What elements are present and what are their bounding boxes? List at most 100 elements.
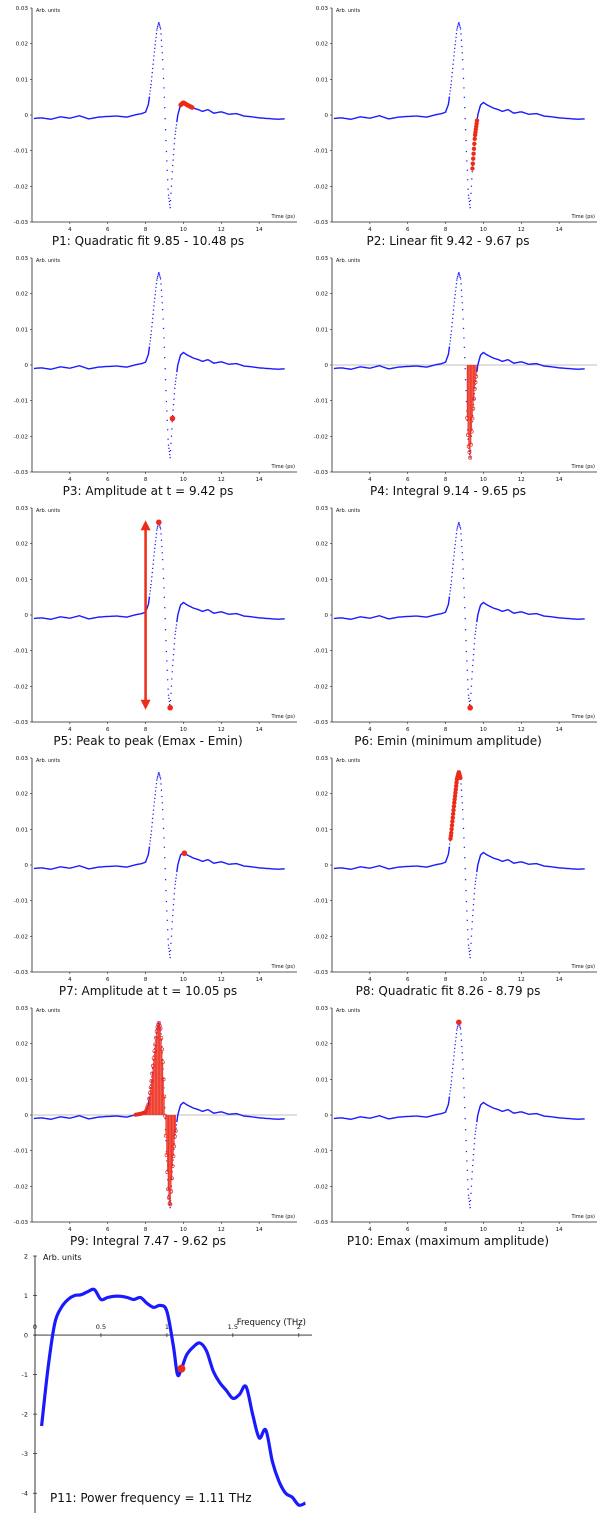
y-tick-label: 0: [25, 363, 29, 369]
trace-dot: [467, 688, 469, 690]
trace-dot: [461, 308, 464, 311]
trace-dot: [167, 194, 170, 196]
fit-point: [452, 797, 457, 802]
trace-dot: [162, 818, 164, 820]
y-tick-label: 0.03: [316, 506, 329, 512]
fit-point: [472, 136, 477, 142]
trace-dot: [453, 1051, 456, 1053]
trace-dot: [163, 596, 166, 599]
trace-dot: [156, 777, 158, 779]
trace-dot: [161, 58, 164, 61]
trace-dot: [471, 921, 473, 923]
y-tick-label: -0.01: [14, 399, 28, 405]
trace-dot: [459, 25, 461, 27]
trace-left: [33, 597, 151, 621]
trace-dot: [459, 26, 461, 29]
trace-dot: [452, 313, 454, 315]
trace-dot: [148, 596, 151, 598]
x-tick-label: 8: [444, 977, 448, 983]
trace-dot: [465, 139, 467, 142]
x-tick-label: 12: [518, 227, 525, 233]
trace-dot: [160, 33, 162, 35]
trace-dot: [464, 107, 466, 109]
y-tick-label: -0.01: [314, 1149, 328, 1155]
trace-dot: [166, 160, 168, 162]
fit-point: [470, 161, 476, 166]
trace-dot: [466, 919, 468, 922]
trace-dot: [175, 124, 178, 126]
y-axis-label: Arb. units: [336, 8, 361, 14]
trace-dot: [166, 169, 168, 172]
trace-dot: [164, 107, 166, 109]
trace-dot: [473, 898, 475, 900]
trace-dot: [464, 128, 467, 131]
x-tick-label: 14: [556, 977, 563, 983]
x-axis-label: Frequency (THz): [237, 1318, 306, 1328]
trace-dot: [455, 1033, 458, 1035]
fit-point: [474, 118, 480, 123]
trace-dot: [466, 160, 468, 162]
trace-dot: [150, 830, 153, 832]
trace-dot: [151, 826, 153, 828]
trace-dot: [462, 577, 465, 580]
trace-dot: [470, 1185, 473, 1187]
fit-point: [449, 823, 455, 828]
trace-dot: [460, 533, 462, 535]
y-tick-label: -0.02: [314, 434, 328, 440]
trace-dot: [149, 837, 152, 839]
trace-dot: [454, 547, 456, 550]
x-tick-label: 10: [480, 477, 487, 483]
trace-dot: [164, 368, 166, 370]
y-tick-label: -0.01: [314, 899, 328, 905]
trace-dot: [468, 700, 471, 703]
y-tick-label: 0.03: [16, 6, 29, 12]
trace-dot: [456, 527, 458, 529]
x-tick-label: 12: [518, 477, 525, 483]
trace-right: [176, 1101, 285, 1123]
trace-dot: [462, 827, 465, 830]
trace-dot: [470, 1192, 472, 1195]
trace-dot: [464, 1107, 466, 1109]
trace-dot: [170, 442, 172, 445]
trace-dot: [162, 568, 164, 570]
trace-dot: [448, 1096, 451, 1098]
trace-dot: [469, 1199, 472, 1202]
trace-dot: [465, 889, 467, 892]
y-axis-label: Arb. units: [43, 1253, 82, 1262]
trace-dot: [461, 1052, 463, 1054]
trace-dot: [471, 171, 473, 173]
trace-dot: [151, 567, 154, 570]
trace-dot: [150, 583, 152, 586]
trace-dot: [175, 877, 177, 879]
trace-dot: [458, 521, 460, 524]
y-tick-label: 0: [25, 863, 29, 869]
x-tick-label: 10: [480, 977, 487, 983]
trace-dot: [451, 326, 453, 328]
trace-left: [33, 847, 151, 871]
y-tick-label: -0.03: [314, 220, 329, 226]
trace-dot: [149, 93, 151, 95]
y-tick-label: -0.03: [14, 470, 29, 476]
panel-caption: P1: Quadratic fit 9.85 - 10.48 ps: [52, 234, 244, 248]
trace-dot: [470, 935, 473, 937]
integral-point: [472, 386, 477, 391]
trace-dot: [171, 678, 173, 680]
y-tick-label: -0.03: [14, 720, 29, 726]
integral-point: [469, 429, 474, 434]
trace-left: [33, 97, 151, 121]
trace-dot: [453, 305, 455, 307]
trace-dot: [465, 150, 468, 153]
trace-dot: [165, 389, 167, 392]
trace-dot: [453, 51, 456, 53]
x-tick-label: 8: [144, 977, 148, 983]
x-tick-label: 0.5: [96, 1323, 106, 1331]
trace-dot: [452, 559, 455, 561]
x-tick-label: 6: [406, 977, 410, 983]
x-tick-label: 2: [297, 1323, 301, 1331]
trace-dot: [152, 313, 154, 315]
trace-dot: [462, 68, 464, 70]
trace-dot: [153, 305, 155, 307]
trace-dot: [451, 567, 454, 570]
trace-dot: [166, 429, 169, 431]
trace-dot: [168, 697, 170, 700]
